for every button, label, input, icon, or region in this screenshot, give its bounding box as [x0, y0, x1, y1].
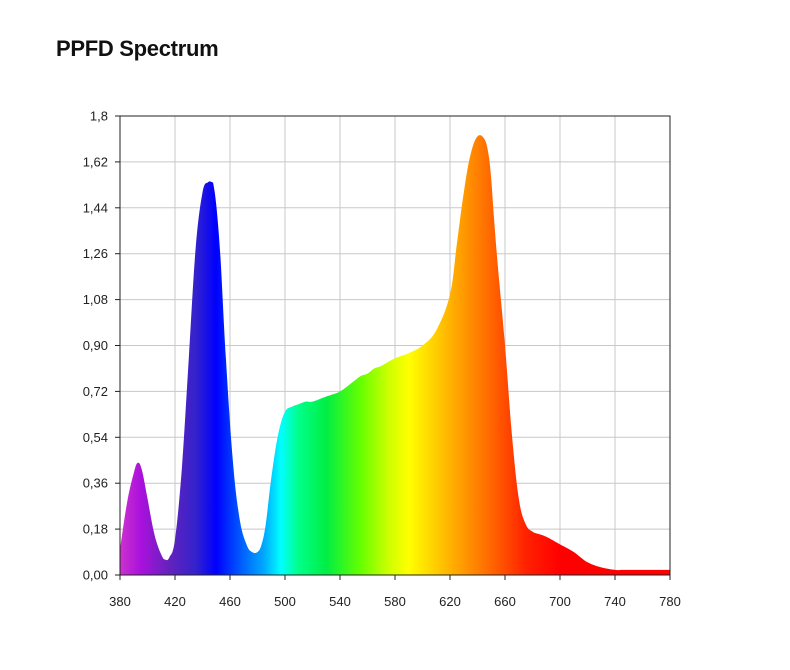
x-tick-label: 780 [659, 594, 681, 609]
y-tick-label: 0,90 [83, 338, 108, 353]
x-tick-label: 540 [329, 594, 351, 609]
y-tick-label: 1,8 [90, 109, 108, 124]
spectrum-area [120, 135, 670, 575]
y-tick-label: 0,00 [83, 568, 108, 583]
y-tick-label: 1,26 [83, 246, 108, 261]
x-tick-label: 420 [164, 594, 186, 609]
x-tick-label: 380 [109, 594, 131, 609]
y-tick-label: 1,62 [83, 154, 108, 169]
y-tick-label: 0,36 [83, 476, 108, 491]
x-tick-label: 740 [604, 594, 626, 609]
x-tick-label: 580 [384, 594, 406, 609]
y-axis-ticks: 0,00 0,18 0,36 0,54 0,72 0,90 1,08 1,26 1,44 1,62… [83, 109, 120, 583]
x-tick-label: 620 [439, 594, 461, 609]
y-tick-label: 0,54 [83, 430, 108, 445]
x-axis-ticks: 380 420 460 500 540 580 620 660 700 740 780 [109, 575, 681, 609]
x-tick-label: 660 [494, 594, 516, 609]
y-tick-label: 1,44 [83, 200, 108, 215]
y-tick-label: 1,08 [83, 292, 108, 307]
chart-title: PPFD Spectrum [56, 36, 219, 61]
y-tick-label: 0,72 [83, 384, 108, 399]
x-tick-label: 460 [219, 594, 241, 609]
x-tick-label: 700 [549, 594, 571, 609]
x-tick-label: 500 [274, 594, 296, 609]
y-tick-label: 0,18 [83, 522, 108, 537]
spectrum-area-group [120, 135, 670, 575]
